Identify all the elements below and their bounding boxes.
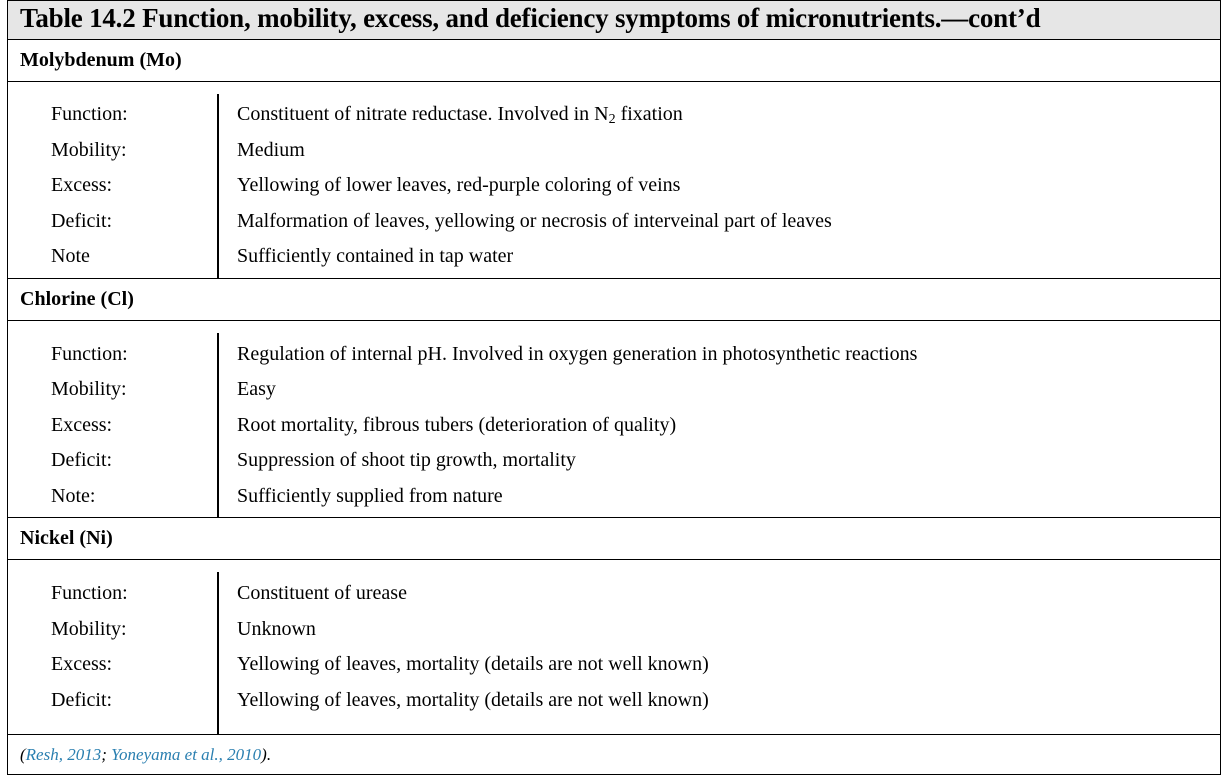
row-value: Regulation of internal pH. Involved in o… [237,343,918,365]
row-key: Deficit: [51,689,113,711]
table-row: Function: Regulation of internal pH. Inv… [8,343,1220,375]
row-key: Function: [51,343,128,365]
row-key: Mobility: [51,618,127,640]
table-row: Excess: Root mortality, fibrous tubers (… [8,414,1220,446]
table-row: Deficit: Suppression of shoot tip growth… [8,449,1220,481]
table-row: Excess: Yellowing of lower leaves, red-p… [8,174,1220,206]
column-divider [217,572,219,734]
row-key: Excess: [51,653,113,675]
row-key: Deficit: [51,449,113,471]
row-key: Excess: [51,174,113,196]
section-heading-label: Chlorine (Cl) [20,288,134,310]
row-value: Malformation of leaves, yellowing or nec… [237,210,832,232]
row-value: Yellowing of lower leaves, red-purple co… [237,174,681,196]
row-value: Unknown [237,618,316,640]
section-body-molybdenum: Function: Constituent of nitrate reducta… [8,82,1220,279]
table-row: Function: Constituent of nitrate reducta… [8,103,1220,135]
row-value: Sufficiently supplied from nature [237,485,503,507]
footnote-separator: ; [101,745,112,764]
column-divider [217,94,219,278]
section-heading-label: Molybdenum (Mo) [20,49,182,71]
table-row: Excess: Yellowing of leaves, mortality (… [8,653,1220,685]
row-value: Constituent of nitrate reductase. Involv… [237,103,683,127]
row-value: Medium [237,139,305,161]
section-heading-chlorine: Chlorine (Cl) [8,279,1220,321]
row-value: Suppression of shoot tip growth, mortali… [237,449,576,471]
citation-link-resh[interactable]: Resh, 2013 [25,745,102,764]
row-value: Root mortality, fibrous tubers (deterior… [237,414,677,436]
row-key: Mobility: [51,378,127,400]
table-row: Mobility: Easy [8,378,1220,410]
table-row: Mobility: Medium [8,139,1220,171]
section-body-nickel: Function: Constituent of urease Mobility… [8,560,1220,735]
row-key: Note [51,245,90,267]
table-row: Mobility: Unknown [8,618,1220,650]
row-value: Constituent of urease [237,582,407,604]
table-row: Note: Sufficiently supplied from nature [8,485,1220,517]
table-title-bar: Table 14.2 Function, mobility, excess, a… [8,1,1220,40]
table-row: Note Sufficiently contained in tap water [8,245,1220,277]
row-value: Yellowing of leaves, mortality (details … [237,653,709,675]
section-body-chlorine: Function: Regulation of internal pH. Inv… [8,321,1220,518]
section-heading-nickel: Nickel (Ni) [8,518,1220,560]
row-value: Easy [237,378,276,400]
citation-link-yoneyama[interactable]: Yoneyama et al., 2010 [111,745,262,764]
table-row: Function: Constituent of urease [8,582,1220,614]
table-row: Deficit: Yellowing of leaves, mortality … [8,689,1220,721]
row-key: Deficit: [51,210,113,232]
row-value: Yellowing of leaves, mortality (details … [237,689,709,711]
row-key: Excess: [51,414,113,436]
section-heading-label: Nickel (Ni) [20,527,113,549]
row-key: Mobility: [51,139,127,161]
footnote-open: ( [20,745,26,764]
row-value-post: fixation [615,103,683,125]
row-value-pre: Constituent of nitrate reductase. Involv… [237,103,609,125]
column-divider [217,333,219,517]
row-value: Sufficiently contained in tap water [237,245,514,267]
footnote-close: ). [261,745,272,764]
row-key: Note: [51,485,96,507]
row-key: Function: [51,103,128,125]
table-footnote: (Resh, 2013; Yoneyama et al., 2010). [20,745,271,765]
table-row: Deficit: Malformation of leaves, yellowi… [8,210,1220,242]
row-value-subscript: 2 [608,112,616,127]
table-title: Table 14.2 Function, mobility, excess, a… [20,3,1041,33]
section-heading-molybdenum: Molybdenum (Mo) [8,40,1220,82]
row-key: Function: [51,582,128,604]
micronutrients-table: Table 14.2 Function, mobility, excess, a… [7,0,1221,775]
